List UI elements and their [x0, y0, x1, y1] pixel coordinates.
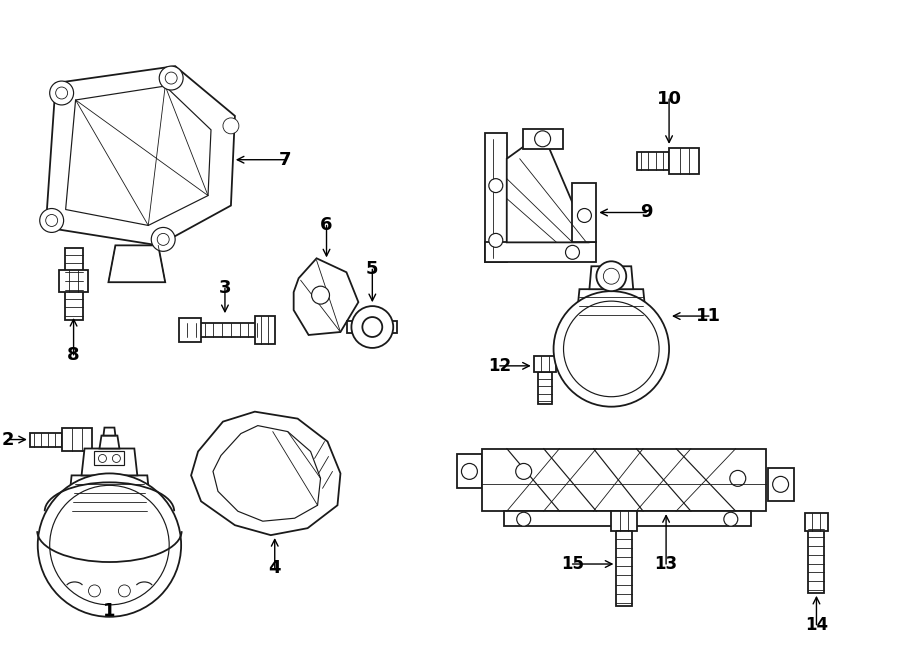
Text: 9: 9: [640, 203, 652, 222]
Circle shape: [311, 286, 329, 304]
Circle shape: [730, 471, 746, 487]
Polygon shape: [82, 448, 138, 475]
Polygon shape: [179, 318, 201, 342]
Text: 1: 1: [104, 602, 116, 620]
Text: 10: 10: [657, 90, 681, 108]
Polygon shape: [104, 428, 115, 436]
Circle shape: [159, 66, 183, 90]
Text: 12: 12: [488, 357, 511, 375]
Circle shape: [565, 246, 580, 260]
Polygon shape: [537, 372, 552, 404]
Circle shape: [462, 463, 477, 479]
Circle shape: [40, 209, 64, 232]
Text: 5: 5: [366, 260, 379, 278]
Polygon shape: [482, 448, 766, 511]
Polygon shape: [100, 436, 120, 448]
Polygon shape: [61, 428, 92, 451]
Polygon shape: [457, 455, 482, 489]
Circle shape: [351, 306, 393, 348]
Circle shape: [603, 268, 619, 284]
Text: 8: 8: [68, 346, 80, 364]
Circle shape: [88, 585, 101, 597]
Circle shape: [597, 261, 626, 291]
Polygon shape: [485, 242, 597, 262]
Circle shape: [517, 512, 531, 526]
Circle shape: [772, 477, 788, 493]
Polygon shape: [183, 323, 265, 337]
Polygon shape: [504, 511, 751, 526]
Circle shape: [363, 317, 382, 337]
Circle shape: [489, 234, 503, 248]
Circle shape: [46, 214, 58, 226]
Text: 11: 11: [697, 307, 722, 325]
Circle shape: [563, 301, 659, 397]
Circle shape: [489, 179, 503, 193]
Polygon shape: [191, 412, 340, 535]
Polygon shape: [485, 133, 507, 262]
Circle shape: [119, 585, 130, 597]
Text: 14: 14: [805, 616, 828, 634]
Polygon shape: [46, 66, 235, 246]
Polygon shape: [255, 316, 274, 344]
Polygon shape: [805, 513, 828, 531]
Circle shape: [223, 118, 238, 134]
Text: 3: 3: [219, 279, 231, 297]
Polygon shape: [534, 356, 555, 372]
Polygon shape: [590, 266, 634, 289]
Circle shape: [158, 234, 169, 246]
Polygon shape: [213, 426, 320, 521]
Text: 2: 2: [2, 430, 14, 449]
Polygon shape: [59, 270, 88, 292]
Polygon shape: [65, 248, 83, 320]
Text: 15: 15: [561, 555, 584, 573]
Polygon shape: [768, 469, 794, 501]
Polygon shape: [66, 86, 211, 226]
Circle shape: [50, 485, 169, 605]
Polygon shape: [68, 475, 151, 515]
Polygon shape: [94, 451, 124, 465]
Polygon shape: [616, 521, 632, 606]
Polygon shape: [603, 349, 619, 372]
Circle shape: [151, 228, 176, 252]
Circle shape: [166, 72, 177, 84]
Circle shape: [38, 473, 181, 617]
Circle shape: [535, 131, 551, 147]
Polygon shape: [507, 133, 590, 242]
Circle shape: [724, 512, 738, 526]
Polygon shape: [577, 289, 646, 319]
Text: 6: 6: [320, 216, 333, 234]
Polygon shape: [523, 129, 562, 149]
Circle shape: [98, 455, 106, 463]
Circle shape: [112, 455, 121, 463]
Circle shape: [578, 209, 591, 222]
Polygon shape: [347, 320, 397, 334]
Polygon shape: [808, 521, 824, 593]
Text: 4: 4: [268, 559, 281, 577]
Text: 7: 7: [278, 151, 291, 169]
Polygon shape: [572, 183, 597, 242]
Circle shape: [50, 81, 74, 105]
Circle shape: [56, 87, 68, 99]
Circle shape: [554, 291, 669, 406]
Polygon shape: [108, 246, 166, 282]
Polygon shape: [669, 148, 699, 173]
Polygon shape: [611, 511, 637, 531]
Circle shape: [516, 463, 532, 479]
Polygon shape: [30, 432, 61, 446]
Text: 13: 13: [654, 555, 678, 573]
Polygon shape: [293, 258, 358, 335]
Polygon shape: [637, 152, 669, 169]
